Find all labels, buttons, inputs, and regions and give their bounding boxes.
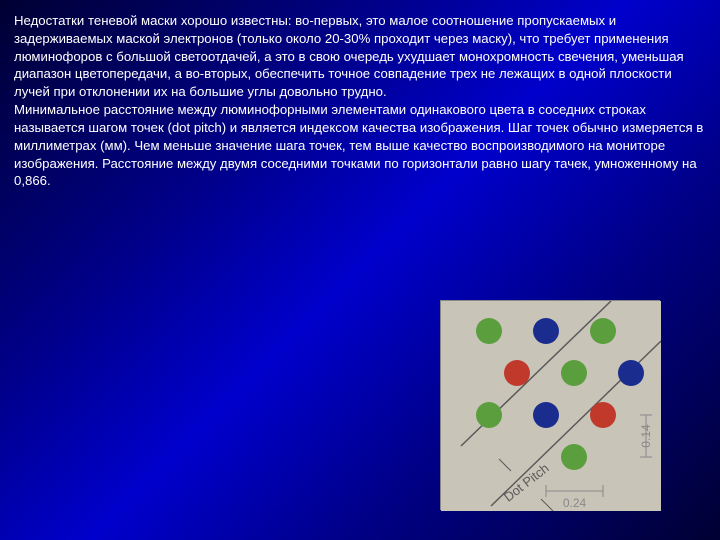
paragraph-2: Минимальное расстояние между люминофорны… [14, 101, 706, 190]
paragraph-1: Недостатки теневой маски хорошо известны… [14, 12, 706, 101]
slide-text: Недостатки теневой маски хорошо известны… [14, 12, 706, 190]
dot-pitch-diagram: 0.240.14Dot Pitch [440, 300, 660, 510]
svg-text:0.14: 0.14 [639, 424, 653, 448]
svg-text:0.24: 0.24 [563, 496, 587, 510]
